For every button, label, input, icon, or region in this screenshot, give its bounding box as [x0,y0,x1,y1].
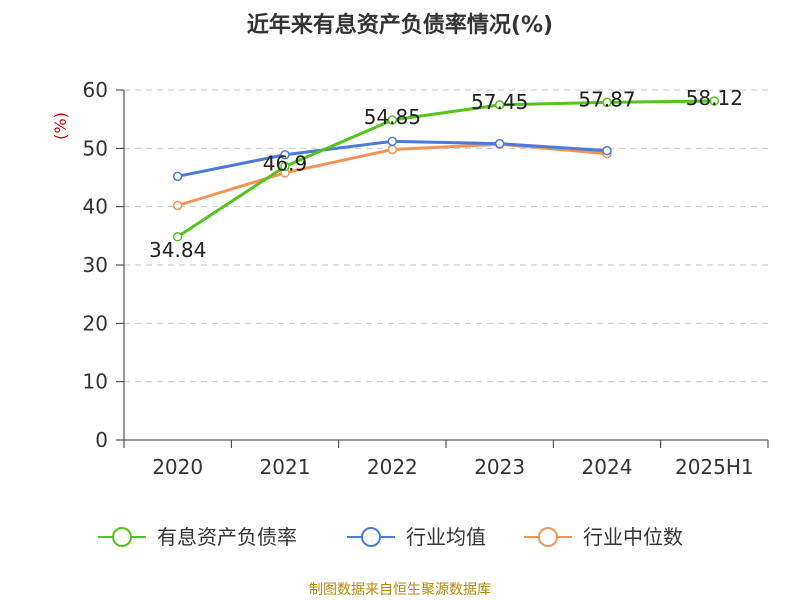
data-point [172,200,183,211]
data-point [709,96,720,106]
data-point [494,100,505,110]
source-note: 制图数据来自恒生聚源数据库 [309,582,491,598]
data-label: 34.84 [149,238,206,262]
data-point [602,145,612,156]
x-tick-label: 2023 [474,455,525,479]
series-line [176,99,715,239]
data-label: 57.87 [578,87,635,111]
x-tick-label: 2024 [582,455,633,479]
data-point [387,136,398,147]
legend-marker [538,527,558,547]
x-tick-label: 2021 [260,455,311,479]
legend-label: 行业均值 [406,525,486,549]
data-label: 46.9 [263,151,308,175]
legend-label: 有息资产负债率 [157,525,297,549]
y-tick-label: 30 [83,253,108,277]
series-lines [176,99,715,239]
x-tick-label: 2022 [367,455,418,479]
legend-marker [361,527,381,547]
data-point [172,232,183,242]
y-tick-label: 10 [83,370,108,394]
gridlines [124,89,768,383]
chart-title: 近年来有息资产负债率情况(%) [247,12,553,38]
legend: 有息资产负债率 行业均值 行业中位数 [98,525,683,549]
data-point [387,144,398,155]
x-tick-label: 2025H1 [675,455,754,479]
axes [116,89,769,448]
legend-label: 行业中位数 [583,525,683,549]
data-labels: 34.84 46.9 54.85 57.45 57.87 58.12 [149,86,743,262]
data-point [494,138,505,149]
data-point [280,161,290,172]
data-label: 54.85 [364,105,421,129]
x-tick-label: 2020 [152,455,203,479]
data-point [172,171,183,182]
data-label: 58.12 [686,86,743,110]
y-tick-label: 0 [95,428,108,452]
data-point [602,97,612,108]
series-points [172,96,720,242]
data-point [387,115,398,125]
data-label: 57.45 [471,90,528,114]
y-tick-label: 50 [83,136,108,160]
tick-labels: 0 10 20 30 40 50 60 2020 2021 2022 2023 2024 2025H1 [83,78,754,479]
y-tick-label: 60 [83,78,108,102]
legend-marker [112,527,132,547]
data-point [280,150,290,160]
y-tick-label: 40 [83,195,108,219]
y-axis-unit: (%) [51,112,70,140]
y-tick-label: 20 [83,311,108,335]
